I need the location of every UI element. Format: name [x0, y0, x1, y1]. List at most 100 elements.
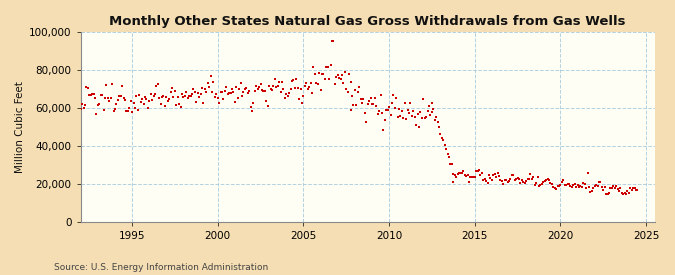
Point — [477, 171, 487, 175]
Point — [185, 94, 196, 98]
Point — [176, 105, 186, 109]
Point — [575, 184, 586, 189]
Point — [177, 92, 188, 97]
Point — [341, 87, 352, 92]
Point — [431, 115, 441, 119]
Point — [321, 65, 331, 70]
Point — [458, 169, 468, 173]
Point — [157, 95, 167, 100]
Point — [295, 87, 306, 91]
Point — [414, 125, 425, 129]
Point — [140, 95, 151, 99]
Point — [539, 178, 550, 183]
Point — [558, 177, 568, 182]
Point — [439, 143, 450, 147]
Point — [529, 183, 540, 187]
Point — [82, 86, 93, 90]
Point — [263, 104, 273, 109]
Point — [468, 175, 479, 179]
Point — [402, 107, 413, 112]
Point — [92, 103, 103, 107]
Point — [432, 119, 443, 124]
Point — [180, 94, 190, 98]
Point — [119, 98, 130, 102]
Point — [128, 101, 139, 105]
Point — [368, 102, 379, 106]
Point — [332, 73, 343, 77]
Point — [188, 87, 199, 91]
Point — [337, 73, 348, 77]
Point — [335, 76, 346, 81]
Point — [356, 101, 367, 105]
Point — [121, 109, 132, 113]
Point — [130, 106, 140, 110]
Point — [580, 186, 591, 190]
Point — [435, 132, 446, 136]
Point — [547, 182, 558, 187]
Title: Monthly Other States Natural Gas Gross Withdrawals from Gas Wells: Monthly Other States Natural Gas Gross W… — [109, 15, 626, 28]
Point — [452, 172, 463, 176]
Point — [251, 84, 262, 89]
Point — [217, 90, 227, 94]
Point — [165, 90, 176, 94]
Point — [382, 108, 393, 112]
Point — [592, 184, 603, 189]
Point — [201, 90, 212, 94]
Point — [215, 90, 226, 94]
Point — [406, 114, 417, 118]
Point — [506, 173, 517, 177]
Point — [228, 89, 239, 94]
Point — [171, 103, 182, 108]
Point — [470, 169, 481, 173]
Point — [211, 92, 221, 96]
Point — [619, 191, 630, 196]
Point — [578, 181, 589, 185]
Point — [314, 71, 325, 76]
Point — [238, 90, 249, 95]
Point — [475, 172, 486, 177]
Point — [264, 84, 275, 88]
Point — [97, 93, 107, 97]
Point — [272, 84, 283, 88]
Point — [252, 87, 263, 92]
Point — [389, 106, 400, 111]
Point — [254, 84, 265, 89]
Point — [208, 80, 219, 84]
Point — [564, 182, 574, 186]
Point — [265, 87, 276, 91]
Point — [209, 95, 220, 99]
Point — [574, 184, 585, 189]
Point — [576, 185, 587, 189]
Point — [218, 97, 229, 102]
Point — [427, 110, 437, 114]
Point — [358, 97, 369, 101]
Point — [625, 186, 636, 190]
Point — [232, 96, 243, 100]
Point — [520, 179, 531, 183]
Point — [392, 115, 403, 119]
Point — [498, 182, 509, 186]
Point — [405, 100, 416, 105]
Point — [570, 185, 581, 189]
Point — [400, 100, 410, 105]
Point — [582, 171, 593, 176]
Point — [81, 84, 92, 89]
Point — [309, 72, 320, 76]
Point — [85, 93, 96, 97]
Point — [479, 177, 490, 181]
Point — [76, 107, 86, 111]
Point — [158, 93, 169, 98]
Point — [142, 105, 153, 110]
Point — [196, 86, 207, 90]
Point — [274, 80, 285, 84]
Point — [606, 186, 617, 190]
Point — [325, 63, 336, 67]
Point — [456, 171, 467, 175]
Point — [207, 90, 217, 94]
Point — [221, 85, 232, 90]
Point — [519, 181, 530, 185]
Point — [621, 192, 632, 197]
Point — [508, 173, 518, 177]
Point — [500, 177, 510, 182]
Point — [311, 81, 322, 86]
